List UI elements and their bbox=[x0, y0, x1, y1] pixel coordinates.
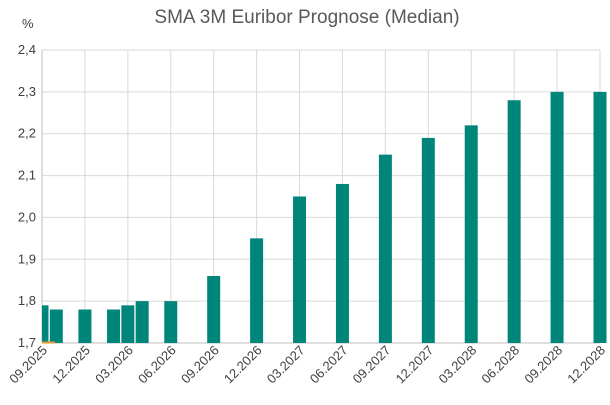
x-tick-label: 06.2026 bbox=[135, 343, 179, 387]
y-tick-label: 1,9 bbox=[18, 251, 36, 266]
bar-03.2026 bbox=[121, 305, 135, 343]
bar-03.2027 bbox=[293, 196, 307, 343]
y-tick-label: 2,2 bbox=[18, 126, 36, 141]
x-tick-label: 09.2027 bbox=[350, 343, 394, 387]
bar-06.2027 bbox=[335, 183, 349, 343]
bars bbox=[42, 91, 607, 344]
y-tick-label: 2,4 bbox=[18, 42, 36, 57]
bar-09.2028 bbox=[550, 91, 564, 343]
bar-03.2028 bbox=[464, 125, 478, 343]
bar-06.2026 bbox=[164, 301, 178, 343]
y-tick-label: 1,7 bbox=[18, 335, 36, 350]
y-tick-label: 1,8 bbox=[18, 293, 36, 308]
x-tick-label: 03.2026 bbox=[92, 343, 136, 387]
bar-06.2028 bbox=[507, 100, 521, 343]
bar-02.2026 bbox=[107, 309, 121, 343]
x-tick-label: 06.2028 bbox=[478, 343, 522, 387]
bar-09.2026 bbox=[207, 276, 221, 343]
bar-12.2026 bbox=[250, 238, 264, 343]
y-tick-label: 2,0 bbox=[18, 209, 36, 224]
bar-12.2027 bbox=[421, 137, 435, 343]
x-tick-label: 03.2027 bbox=[264, 343, 308, 387]
x-axis-ticks: 09.2025 12.2025 03.2026 06.2026 09.2026 12.20… bbox=[6, 343, 608, 387]
bar-09.2025 bbox=[42, 305, 49, 343]
x-tick-label: 03.2028 bbox=[436, 343, 480, 387]
y-tick-label: 2,1 bbox=[18, 168, 36, 183]
x-tick-label: 12.2027 bbox=[393, 343, 437, 387]
y-tick-label: 2,3 bbox=[18, 84, 36, 99]
bar-12.2025 bbox=[78, 309, 92, 343]
bar-04.2026 bbox=[135, 301, 149, 343]
x-tick-label: 12.2028 bbox=[564, 343, 608, 387]
bar-12.2028 bbox=[593, 91, 607, 343]
x-tick-label: 12.2025 bbox=[49, 343, 93, 387]
x-tick-label: 06.2027 bbox=[307, 343, 351, 387]
y-axis-ticks: 1,7 1,8 1,9 2,0 2,1 2,2 2,3 2,4 bbox=[18, 42, 36, 350]
x-tick-label: 12.2026 bbox=[221, 343, 265, 387]
chart-title: SMA 3M Euribor Prognose (Median) bbox=[154, 7, 459, 28]
y-axis-unit: % bbox=[22, 16, 34, 31]
x-tick-label: 09.2028 bbox=[521, 343, 565, 387]
bar-09.2027 bbox=[378, 154, 392, 343]
bar-10.2025 bbox=[49, 309, 63, 343]
baseline-marker bbox=[42, 341, 55, 344]
x-tick-label: 09.2026 bbox=[178, 343, 222, 387]
